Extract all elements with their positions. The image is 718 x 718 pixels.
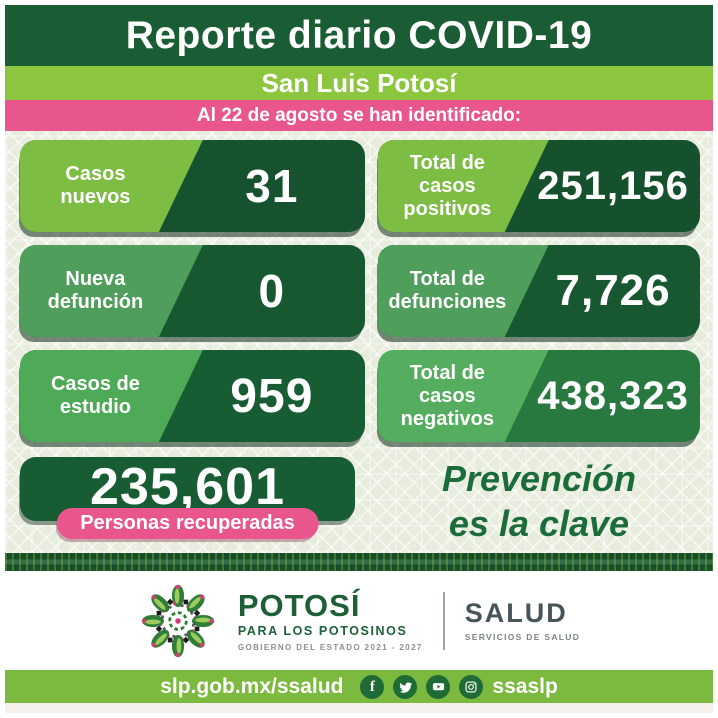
- prevention-message: Prevención es la clave: [441, 458, 637, 544]
- twitter-icon[interactable]: [393, 674, 418, 699]
- stat-card-nueva-defuncion: 0 Nueva defunción: [20, 245, 365, 337]
- potosi-brand-block: POTOSÍ PARA LOS POTOSINOS GOBIERNO DEL E…: [237, 587, 423, 653]
- date-banner: Al 22 de agosto se han identificado:: [5, 100, 713, 131]
- page-title: Reporte diario COVID-19: [125, 13, 593, 57]
- recovered-value: 235,601: [90, 458, 285, 516]
- stat-card-total-defunciones: 7,726 Total de defunciones: [378, 245, 700, 337]
- brand-name: POTOSÍ: [237, 587, 361, 623]
- recovered-label-pill: Personas recuperadas: [56, 508, 319, 539]
- brand-government: GOBIERNO DEL ESTADO 2021 - 2027: [237, 642, 423, 652]
- stat-label-zone: Nueva defunción: [20, 245, 203, 337]
- stat-value: 438,323: [537, 373, 689, 418]
- recovered-card: 235,601 Personas recuperadas: [20, 457, 355, 539]
- stat-label-zone: Total de defunciones: [378, 245, 549, 337]
- stat-label: Casos nuevos: [60, 163, 131, 208]
- brand-tagline: PARA LOS POTOSINOS: [237, 623, 408, 638]
- potosi-emblem-icon: [141, 584, 215, 657]
- salud-org-block: SALUD SERVICIOS DE SALUD: [464, 597, 581, 642]
- state-name: San Luis Potosí: [261, 67, 457, 98]
- stats-body: 31 Casos nuevos 251,156 Total de casos p…: [5, 131, 713, 553]
- stat-value: 959: [230, 369, 314, 423]
- stat-label-zone: Casos nuevos: [20, 140, 203, 232]
- stat-card-casos-nuevos: 31 Casos nuevos: [20, 140, 365, 232]
- subtitle-bar: San Luis Potosí: [5, 66, 713, 100]
- footer-bar: slp.gob.mx/ssalud f ssaslp: [5, 670, 713, 703]
- bottom-strip: [5, 703, 713, 713]
- stat-label-zone: Total de casos positivos: [378, 140, 549, 232]
- youtube-icon[interactable]: [426, 674, 451, 699]
- stat-label-zone: Total de casos negativos: [378, 350, 549, 442]
- org-name: SALUD: [464, 597, 568, 628]
- stat-label: Total de casos positivos: [403, 151, 492, 220]
- stat-card-total-casos-negativos: 438,323 Total de casos negativos: [378, 350, 700, 442]
- date-banner-text: Al 22 de agosto se han identificado:: [196, 104, 522, 126]
- instagram-icon[interactable]: [459, 674, 484, 699]
- stat-value: 7,726: [555, 266, 671, 315]
- stat-value: 251,156: [537, 163, 689, 208]
- org-tagline: SERVICIOS DE SALUD: [464, 631, 581, 642]
- stat-value: 31: [245, 160, 299, 212]
- stat-label: Total de defunciones: [388, 268, 507, 313]
- facebook-icon[interactable]: f: [360, 674, 385, 699]
- stat-value: 0: [258, 265, 286, 317]
- stat-label-zone: Casos de estudio: [20, 350, 203, 442]
- stat-card-total-casos-positivos: 251,156 Total de casos positivos: [378, 140, 700, 232]
- logo-divider: [442, 591, 445, 650]
- stat-label: Total de casos negativos: [400, 361, 494, 430]
- footer-logos: POTOSÍ PARA LOS POTOSINOS GOBIERNO DEL E…: [5, 571, 713, 670]
- stat-card-casos-estudio: 959 Casos de estudio: [20, 350, 365, 442]
- stats-grid: 31 Casos nuevos 251,156 Total de casos p…: [20, 140, 713, 547]
- stat-label: Casos de estudio: [50, 373, 140, 418]
- footer-handle: ssaslp: [492, 674, 558, 698]
- footer-url: slp.gob.mx/ssalud: [160, 674, 344, 698]
- stat-label: Nueva defunción: [47, 268, 144, 313]
- decorative-green-band: [5, 553, 713, 571]
- header-bar: Reporte diario COVID-19: [5, 5, 713, 66]
